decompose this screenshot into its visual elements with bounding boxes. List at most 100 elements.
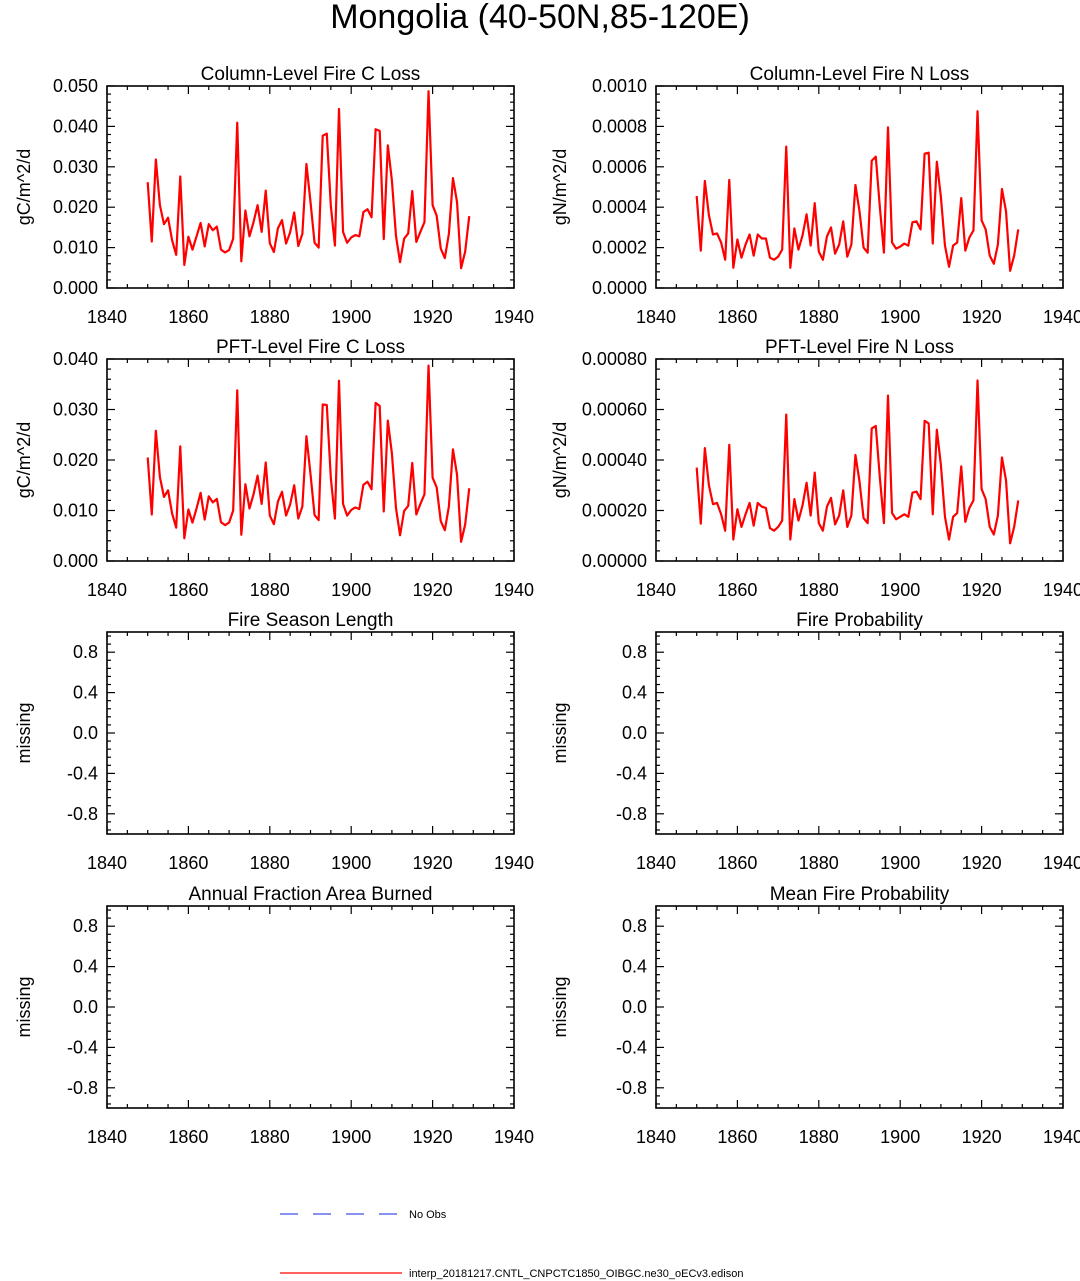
x-tick-label: 1860 (717, 580, 757, 600)
x-tick-label: 1860 (168, 580, 208, 600)
x-tick-label: 1900 (880, 307, 920, 327)
y-tick-label: 0.00040 (582, 450, 647, 470)
x-tick-label: 1840 (636, 853, 676, 873)
x-tick-label: 1880 (250, 580, 290, 600)
y-axis-label: gC/m^2/d (14, 149, 34, 225)
y-axis-label: missing (14, 702, 34, 763)
x-tick-label: 1900 (880, 853, 920, 873)
y-tick-label: 0.00060 (582, 400, 647, 420)
panel-title: Column-Level Fire C Loss (201, 64, 421, 85)
panel-title: Annual Fraction Area Burned (189, 884, 433, 905)
x-tick-label: 1920 (962, 307, 1002, 327)
y-tick-label: 0.00000 (582, 551, 647, 571)
x-tick-label: 1900 (331, 853, 371, 873)
series-line-1 (695, 110, 1020, 272)
x-tick-label: 1840 (636, 1127, 676, 1147)
panel-title: Fire Season Length (228, 610, 394, 631)
y-tick-label: -0.4 (67, 1037, 98, 1057)
legend-obs-label: No Obs (409, 1209, 447, 1221)
x-tick-label: 1880 (250, 1127, 290, 1147)
chart-panel-2: Column-Level Fire N Loss gN/m^2/d 1840 1860… (550, 64, 1080, 327)
panel-title: Fire Probability (796, 610, 923, 631)
x-tick-label: 1880 (799, 580, 839, 600)
y-axis-label: missing (550, 976, 570, 1037)
y-tick-label: 0.00020 (582, 501, 647, 521)
y-axis-label: missing (550, 702, 570, 763)
y-tick-label: 0.4 (73, 683, 98, 703)
x-tick-label: 1900 (331, 307, 371, 327)
y-tick-label: 0.0 (622, 723, 647, 743)
x-tick-label: 1920 (413, 307, 453, 327)
x-tick-label: 1920 (962, 853, 1002, 873)
x-tick-label: 1940 (1043, 580, 1080, 600)
y-tick-label: 0.8 (73, 916, 98, 936)
y-tick-label: -0.4 (67, 763, 98, 783)
x-tick-label: 1900 (331, 580, 371, 600)
x-tick-label: 1880 (799, 307, 839, 327)
y-tick-label: 0.020 (53, 197, 98, 217)
legend-model-label: interp_20181217.CNTL_CNPCTC1850_OIBGC.ne… (409, 1268, 743, 1280)
chart-panel-5: Fire Season Length missing 1840 1860 1880 190… (14, 610, 534, 873)
y-axis-label: missing (14, 976, 34, 1037)
y-axis-label: gC/m^2/d (14, 422, 34, 498)
y-tick-label: -0.8 (67, 1078, 98, 1098)
x-tick-label: 1880 (799, 1127, 839, 1147)
x-tick-label: 1900 (331, 1127, 371, 1147)
panel-title: Mean Fire Probability (770, 884, 950, 905)
plot-frame (655, 85, 1064, 289)
y-tick-label: 0.8 (622, 916, 647, 936)
y-tick-label: 0.030 (53, 157, 98, 177)
x-tick-label: 1840 (636, 580, 676, 600)
y-tick-label: -0.8 (616, 1078, 647, 1098)
panel-title: PFT-Level Fire N Loss (765, 337, 954, 358)
x-tick-label: 1860 (717, 1127, 757, 1147)
x-tick-label: 1840 (87, 853, 127, 873)
x-tick-label: 1920 (962, 580, 1002, 600)
y-tick-label: 0.0 (622, 997, 647, 1017)
y-axis-label: gN/m^2/d (550, 422, 570, 498)
series-line-1 (146, 364, 471, 543)
y-tick-label: 0.050 (53, 76, 98, 96)
x-tick-label: 1940 (494, 853, 534, 873)
series-line-1 (695, 379, 1020, 545)
x-tick-label: 1880 (799, 853, 839, 873)
x-tick-label: 1940 (494, 307, 534, 327)
chart-panel-4: PFT-Level Fire N Loss gN/m^2/d 1840 1860 188… (550, 337, 1080, 600)
legend: No Obs interp_20181217.CNTL_CNPCTC1850_O… (280, 1209, 743, 1280)
x-tick-label: 1840 (87, 580, 127, 600)
x-tick-label: 1940 (1043, 1127, 1080, 1147)
x-tick-label: 1900 (880, 1127, 920, 1147)
y-tick-label: 0.4 (622, 683, 647, 703)
x-tick-label: 1840 (636, 307, 676, 327)
x-tick-label: 1920 (962, 1127, 1002, 1147)
x-tick-label: 1860 (168, 853, 208, 873)
y-tick-label: -0.4 (616, 763, 647, 783)
x-tick-label: 1880 (250, 853, 290, 873)
chart-panel-8: Mean Fire Probability missing 1840 1860 1880… (550, 884, 1080, 1147)
x-tick-label: 1920 (413, 1127, 453, 1147)
y-tick-label: 0.8 (73, 642, 98, 662)
x-tick-label: 1940 (494, 580, 534, 600)
y-tick-label: 0.0 (73, 997, 98, 1017)
y-tick-label: -0.8 (67, 804, 98, 824)
plot-frame (655, 631, 1064, 835)
y-tick-label: 0.0006 (592, 157, 647, 177)
plot-frame (106, 631, 515, 835)
y-tick-label: 0.00080 (582, 349, 647, 369)
y-tick-label: 0.4 (73, 957, 98, 977)
y-tick-label: -0.4 (616, 1037, 647, 1057)
x-tick-label: 1860 (717, 853, 757, 873)
y-tick-label: 0.000 (53, 278, 98, 298)
y-tick-label: 0.0010 (592, 76, 647, 96)
y-tick-label: 0.000 (53, 551, 98, 571)
y-tick-label: -0.8 (616, 804, 647, 824)
panel-title: PFT-Level Fire C Loss (216, 337, 405, 358)
panels: Column-Level Fire C Loss gC/m^2/d 1840 1860… (14, 64, 1080, 1147)
chart-panel-3: PFT-Level Fire C Loss gC/m^2/d 1840 1860 188… (14, 337, 534, 600)
y-tick-label: 0.0002 (592, 238, 647, 258)
x-tick-label: 1920 (413, 580, 453, 600)
x-tick-label: 1900 (880, 580, 920, 600)
y-tick-label: 0.0004 (592, 197, 647, 217)
x-tick-label: 1840 (87, 1127, 127, 1147)
y-tick-label: 0.040 (53, 349, 98, 369)
